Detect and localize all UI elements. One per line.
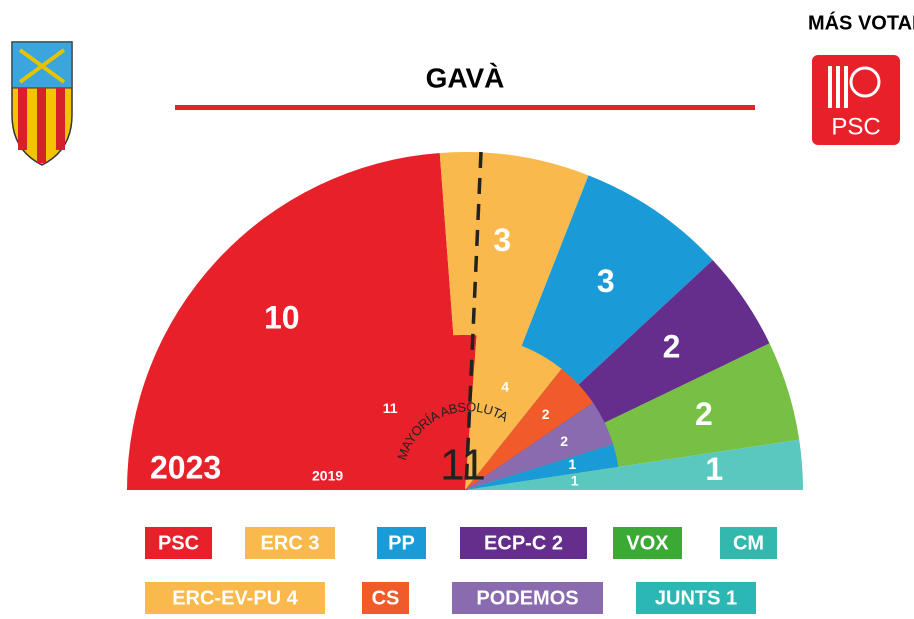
majority-line (464, 151, 483, 491)
legend-swatch (145, 527, 212, 559)
legend-label: ERC-EV-PU 4 (172, 587, 298, 609)
seat-wedge (465, 335, 562, 490)
seat-wedge (465, 368, 594, 490)
legend-label: PODEMOS (476, 587, 578, 609)
winner-logo: PSC (812, 55, 900, 145)
ring-label: 2023 (150, 449, 221, 485)
chart-title: GAVÀ (426, 62, 505, 93)
legend-swatch (145, 582, 325, 614)
seat-label: 1 (705, 451, 723, 487)
seat-label: 11 (383, 400, 398, 416)
legend-swatch (720, 527, 777, 559)
coat-of-arms (11, 41, 73, 166)
legend-swatch (613, 527, 682, 559)
legend-label: CM (733, 532, 764, 554)
legend-label: PP (388, 532, 415, 554)
majority-number: 11 (440, 441, 486, 490)
seat-label: 2 (560, 433, 568, 449)
seat-wedge (465, 466, 620, 490)
legend-label: VOX (626, 532, 669, 554)
top-label: MÁS VOTADO (808, 11, 914, 34)
legend-label: ECP-C 2 (484, 532, 563, 554)
legend-label: ERC 3 (261, 532, 320, 554)
ring-label: 2019 (312, 468, 343, 484)
legend-label: JUNTS 1 (655, 587, 737, 609)
legend-swatch (452, 582, 603, 614)
legend-swatch (460, 527, 587, 559)
legend-label: PSC (158, 532, 199, 554)
legend-swatch (377, 527, 426, 559)
seat-label: 1 (568, 456, 576, 472)
seat-label: 3 (597, 263, 615, 299)
seat-wedge (465, 402, 614, 490)
seat-label: 10 (264, 299, 300, 335)
title-rule (175, 105, 755, 110)
seat-label: 2 (663, 329, 681, 365)
seat-label: 1 (571, 472, 579, 488)
seat-label: 2 (695, 396, 713, 432)
legend-swatch (636, 582, 756, 614)
logo-text: PSC (831, 113, 880, 140)
seat-label: 2 (542, 406, 550, 422)
seat-label: 4 (501, 378, 509, 394)
seat-label: 3 (493, 222, 511, 258)
seat-wedge (310, 335, 477, 490)
legend-label: CS (372, 587, 400, 609)
legend-swatch (245, 527, 335, 559)
legend-swatch (362, 582, 409, 614)
seat-wedge (465, 444, 619, 490)
